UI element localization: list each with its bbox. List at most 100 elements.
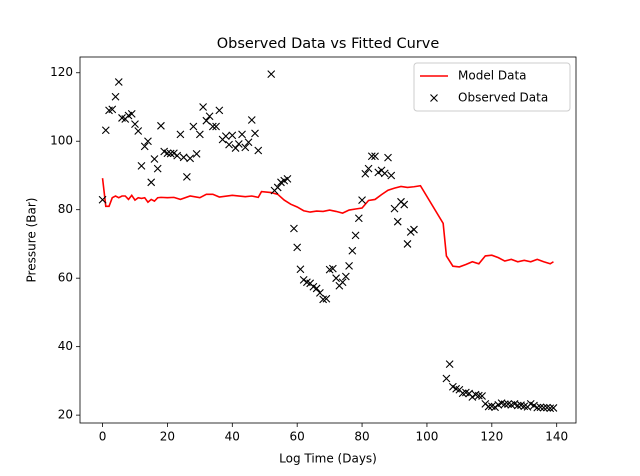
marker bbox=[108, 105, 117, 114]
y-tick-label: 40 bbox=[58, 339, 73, 353]
x-axis-label: Log Time (Days) bbox=[279, 452, 377, 466]
marker bbox=[153, 164, 162, 173]
y-tick-label: 100 bbox=[50, 134, 73, 148]
marker bbox=[500, 400, 509, 409]
marker bbox=[241, 143, 250, 152]
marker bbox=[186, 154, 195, 163]
x-tick-label: 140 bbox=[545, 430, 568, 444]
marker bbox=[212, 122, 220, 131]
marker bbox=[127, 109, 136, 118]
legend-label: Observed Data bbox=[458, 91, 548, 105]
marker bbox=[491, 403, 499, 412]
x-tick-label: 100 bbox=[415, 430, 438, 444]
y-tick-label: 80 bbox=[58, 202, 73, 216]
marker bbox=[231, 144, 240, 152]
marker bbox=[225, 140, 233, 149]
y-tick-label: 120 bbox=[50, 65, 73, 79]
marker bbox=[533, 403, 542, 412]
marker bbox=[312, 284, 321, 293]
marker bbox=[205, 112, 214, 121]
marker bbox=[478, 392, 486, 400]
marker bbox=[387, 171, 396, 180]
marker bbox=[393, 217, 402, 226]
marker bbox=[192, 150, 201, 158]
marker bbox=[195, 130, 204, 139]
marker bbox=[442, 374, 451, 383]
marker bbox=[114, 78, 123, 86]
marker bbox=[157, 121, 165, 130]
marker bbox=[170, 149, 178, 158]
y-tick-label: 20 bbox=[58, 408, 73, 422]
legend-box bbox=[413, 62, 571, 112]
marker bbox=[380, 169, 389, 178]
y-tick-label: 60 bbox=[58, 271, 73, 285]
x-tick-label: 40 bbox=[225, 430, 240, 444]
marker bbox=[215, 106, 224, 115]
marker bbox=[322, 294, 331, 303]
y-axis-label: Pressure (Bar) bbox=[25, 198, 39, 283]
marker bbox=[238, 130, 246, 139]
marker bbox=[338, 278, 347, 287]
marker bbox=[131, 120, 139, 128]
marker bbox=[134, 127, 143, 135]
marker bbox=[341, 272, 350, 281]
marker bbox=[406, 228, 415, 236]
x-tick-label: 0 bbox=[99, 430, 107, 444]
marker bbox=[332, 274, 340, 283]
marker bbox=[468, 393, 477, 401]
marker bbox=[147, 178, 156, 187]
marker bbox=[361, 169, 370, 178]
legend-marker bbox=[430, 94, 438, 102]
marker bbox=[316, 289, 324, 297]
marker bbox=[539, 403, 548, 412]
marker bbox=[182, 172, 191, 181]
marker bbox=[328, 264, 337, 273]
marker bbox=[299, 275, 308, 284]
marker bbox=[144, 137, 152, 146]
marker bbox=[199, 103, 207, 111]
marker bbox=[202, 116, 211, 125]
marker bbox=[513, 401, 522, 410]
marker bbox=[221, 132, 230, 140]
x-tick-label: 80 bbox=[354, 430, 369, 444]
marker bbox=[283, 174, 292, 183]
legend-label: Model Data bbox=[458, 69, 527, 83]
marker bbox=[358, 196, 366, 205]
model-line bbox=[101, 178, 554, 268]
x-tick-label: 60 bbox=[290, 430, 305, 444]
x-tick-label: 20 bbox=[160, 430, 175, 444]
marker bbox=[345, 261, 353, 270]
marker bbox=[351, 231, 360, 240]
marker bbox=[290, 224, 298, 233]
marker bbox=[179, 153, 188, 162]
marker bbox=[354, 214, 363, 223]
marker bbox=[150, 155, 159, 163]
marker bbox=[296, 265, 305, 274]
marker bbox=[208, 122, 217, 131]
marker bbox=[390, 204, 399, 213]
marker bbox=[267, 70, 276, 79]
marker bbox=[111, 92, 120, 101]
marker bbox=[234, 140, 243, 148]
marker bbox=[348, 246, 357, 255]
chart-title: Observed Data vs Fitted Curve bbox=[217, 36, 440, 52]
marker bbox=[384, 153, 392, 162]
marker bbox=[163, 149, 172, 158]
marker bbox=[536, 403, 545, 412]
marker bbox=[546, 404, 555, 413]
marker bbox=[371, 152, 379, 161]
marker bbox=[228, 131, 237, 140]
x-tick-label: 120 bbox=[480, 430, 503, 444]
marker bbox=[364, 164, 373, 173]
marker bbox=[254, 146, 263, 155]
marker bbox=[403, 240, 412, 248]
marker bbox=[549, 404, 558, 412]
marker bbox=[484, 402, 493, 411]
marker bbox=[173, 151, 182, 160]
axes-frame bbox=[79, 56, 577, 424]
marker bbox=[166, 149, 175, 158]
marker bbox=[140, 142, 149, 151]
marker bbox=[101, 126, 110, 135]
marker bbox=[273, 183, 282, 192]
marker bbox=[293, 243, 302, 252]
